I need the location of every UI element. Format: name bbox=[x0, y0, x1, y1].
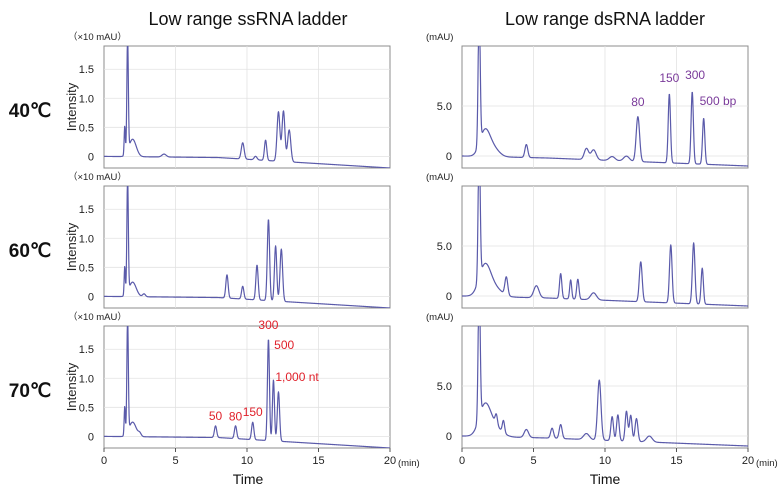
x-unit-right: (min) bbox=[756, 458, 778, 469]
y-tick-label: 5.0 bbox=[437, 101, 452, 113]
x-tick-label: 5 bbox=[530, 455, 536, 467]
x-axis-label-left: Time bbox=[233, 471, 264, 487]
x-tick-label: 5 bbox=[172, 455, 178, 467]
y-tick-label: 0.5 bbox=[79, 122, 94, 134]
peak-annotation: 1,000 nt bbox=[275, 370, 319, 384]
y-axis-label: Intensity bbox=[64, 362, 79, 411]
y-unit-label: (mAU) bbox=[426, 32, 453, 43]
chart-panel-ss-60: 0 0.5 1.0 1.5 （×10 mAU） Intensity bbox=[64, 171, 391, 309]
x-tick-label: 10 bbox=[241, 455, 253, 467]
chromatogram-trace bbox=[462, 326, 748, 447]
peak-annotation: 50 bbox=[209, 409, 223, 423]
row-label-60: 60℃ bbox=[9, 241, 51, 262]
y-tick-label: 5.0 bbox=[437, 241, 452, 253]
peak-annotation: 80 bbox=[631, 95, 645, 109]
x-tick-label: 0 bbox=[101, 455, 107, 467]
y-tick-label: 1.0 bbox=[79, 233, 94, 245]
y-tick-label: 1.5 bbox=[79, 204, 94, 216]
chart-panel-ss-70: 0 0.5 1.0 1.5 （×10 mAU） Intensity 0 5 10 15 20 50 80… bbox=[64, 311, 396, 467]
y-tick-label: 0 bbox=[88, 151, 94, 163]
y-unit-label: （×10 mAU） bbox=[68, 171, 127, 183]
y-tick-label: 0 bbox=[446, 431, 452, 443]
chart-panel-ss-40: 0 0.5 1.0 1.5 （×10 mAU） Intensity bbox=[64, 31, 391, 169]
y-tick-label: 5.0 bbox=[437, 381, 452, 393]
y-tick-label: 1.5 bbox=[79, 64, 94, 76]
peak-annotation: 150 bbox=[243, 405, 263, 419]
title-ds-ladder: Low range dsRNA ladder bbox=[505, 9, 705, 29]
chromatogram-trace bbox=[462, 46, 748, 167]
y-axis-label: Intensity bbox=[64, 222, 79, 271]
row-label-70: 70℃ bbox=[9, 381, 51, 402]
x-tick-label: 15 bbox=[312, 455, 324, 467]
x-tick-label: 0 bbox=[459, 455, 465, 467]
chromatogram-trace bbox=[462, 186, 748, 307]
y-unit-label: (mAU) bbox=[426, 172, 453, 183]
chromatogram-trace bbox=[104, 326, 390, 448]
y-tick-label: 0.5 bbox=[79, 402, 94, 414]
y-tick-label: 1.0 bbox=[79, 93, 94, 105]
x-tick-label: 15 bbox=[670, 455, 682, 467]
peak-annotation: 300 bbox=[258, 318, 278, 332]
y-tick-label: 0 bbox=[446, 151, 452, 163]
peak-annotation: 80 bbox=[229, 410, 243, 424]
chart-panel-ds-60: 0 5.0 (mAU) bbox=[426, 172, 749, 309]
y-tick-label: 0 bbox=[446, 291, 452, 303]
x-unit-left: (min) bbox=[398, 458, 420, 469]
x-tick-label: 10 bbox=[599, 455, 611, 467]
peak-annotation: 300 bbox=[685, 68, 705, 82]
x-tick-label: 20 bbox=[742, 455, 754, 467]
row-label-40: 40℃ bbox=[9, 101, 51, 122]
chromatogram-trace bbox=[104, 186, 390, 308]
x-tick-label: 20 bbox=[384, 455, 396, 467]
panel-grid: 00.51.01.5（×10 mAU）Intensity05.0(mAU)801… bbox=[64, 31, 754, 467]
x-axis-label-right: Time bbox=[590, 471, 621, 487]
chromatogram-trace bbox=[104, 46, 390, 168]
peak-annotation: 150 bbox=[659, 71, 679, 85]
chart-panel-ds-70: 0 5.0 (mAU) 0 5 10 15 20 bbox=[426, 312, 754, 467]
peak-annotation: 500 bp bbox=[700, 94, 737, 108]
y-tick-label: 1.0 bbox=[79, 373, 94, 385]
y-tick-label: 1.5 bbox=[79, 344, 94, 356]
title-ss-ladder: Low range ssRNA ladder bbox=[148, 9, 347, 29]
y-unit-label: （×10 mAU） bbox=[68, 31, 127, 43]
y-tick-label: 0.5 bbox=[79, 262, 94, 274]
y-tick-label: 0 bbox=[88, 431, 94, 443]
y-unit-label: （×10 mAU） bbox=[68, 311, 127, 323]
y-axis-label: Intensity bbox=[64, 82, 79, 131]
y-tick-label: 0 bbox=[88, 291, 94, 303]
y-unit-label: (mAU) bbox=[426, 312, 453, 323]
peak-annotation: 500 bbox=[274, 338, 294, 352]
chart-panel-ds-40: 0 5.0 (mAU) 80 150 300 500 bp bbox=[426, 32, 749, 169]
